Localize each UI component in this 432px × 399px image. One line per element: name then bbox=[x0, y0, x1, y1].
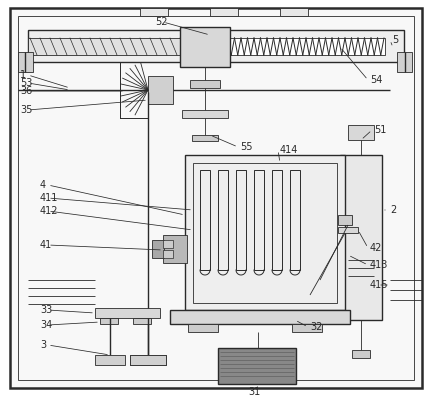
Bar bbox=[100, 318, 118, 324]
Bar bbox=[190, 80, 220, 88]
Bar bbox=[348, 125, 374, 140]
Text: 411: 411 bbox=[40, 193, 58, 203]
Text: 33: 33 bbox=[40, 305, 52, 315]
Text: 54: 54 bbox=[370, 75, 382, 85]
Bar bbox=[95, 308, 160, 318]
Text: 52: 52 bbox=[155, 17, 168, 27]
Text: 31: 31 bbox=[248, 387, 260, 397]
Bar bbox=[290, 170, 300, 270]
Bar bbox=[130, 355, 166, 365]
Bar bbox=[280, 8, 308, 16]
Bar bbox=[28, 30, 404, 62]
Bar bbox=[272, 170, 282, 270]
Bar bbox=[185, 155, 345, 310]
Bar bbox=[254, 170, 264, 270]
Bar bbox=[18, 52, 33, 72]
Text: 415: 415 bbox=[370, 280, 388, 290]
Bar bbox=[218, 170, 228, 270]
Text: 4: 4 bbox=[40, 180, 46, 190]
Bar bbox=[338, 215, 352, 225]
Text: 42: 42 bbox=[370, 243, 382, 253]
Bar bbox=[338, 227, 358, 233]
Text: 35: 35 bbox=[20, 105, 32, 115]
Bar bbox=[236, 170, 246, 270]
Text: 41: 41 bbox=[40, 240, 52, 250]
Text: 412: 412 bbox=[40, 206, 58, 216]
Bar bbox=[152, 240, 164, 258]
Text: 414: 414 bbox=[280, 145, 299, 155]
Text: 2: 2 bbox=[390, 205, 396, 215]
Bar bbox=[200, 170, 210, 270]
Text: 51: 51 bbox=[374, 125, 386, 135]
Bar bbox=[200, 38, 385, 55]
Bar bbox=[163, 240, 173, 248]
Bar bbox=[163, 235, 187, 263]
Text: 32: 32 bbox=[310, 322, 322, 332]
Text: 53: 53 bbox=[20, 78, 32, 88]
Bar bbox=[218, 348, 296, 384]
Bar bbox=[133, 318, 151, 324]
Bar bbox=[352, 350, 370, 358]
Bar bbox=[240, 348, 276, 356]
Bar bbox=[192, 135, 218, 141]
Bar bbox=[193, 163, 337, 303]
Bar bbox=[340, 155, 382, 320]
Bar bbox=[188, 324, 218, 332]
Bar bbox=[130, 355, 166, 365]
Bar bbox=[28, 38, 198, 55]
Bar bbox=[163, 250, 173, 258]
Text: 34: 34 bbox=[40, 320, 52, 330]
Text: 413: 413 bbox=[370, 260, 388, 270]
Bar bbox=[210, 8, 238, 16]
Text: 1: 1 bbox=[20, 70, 26, 80]
Bar bbox=[170, 310, 350, 324]
Bar bbox=[148, 76, 173, 104]
Bar bbox=[95, 355, 125, 365]
Bar bbox=[292, 324, 322, 332]
Text: 5: 5 bbox=[392, 35, 398, 45]
Text: 3: 3 bbox=[40, 340, 46, 350]
Bar bbox=[140, 8, 168, 16]
Text: 55: 55 bbox=[240, 142, 252, 152]
Text: 36: 36 bbox=[20, 86, 32, 96]
Bar bbox=[397, 52, 412, 72]
Bar bbox=[180, 27, 230, 67]
Bar bbox=[182, 110, 228, 118]
